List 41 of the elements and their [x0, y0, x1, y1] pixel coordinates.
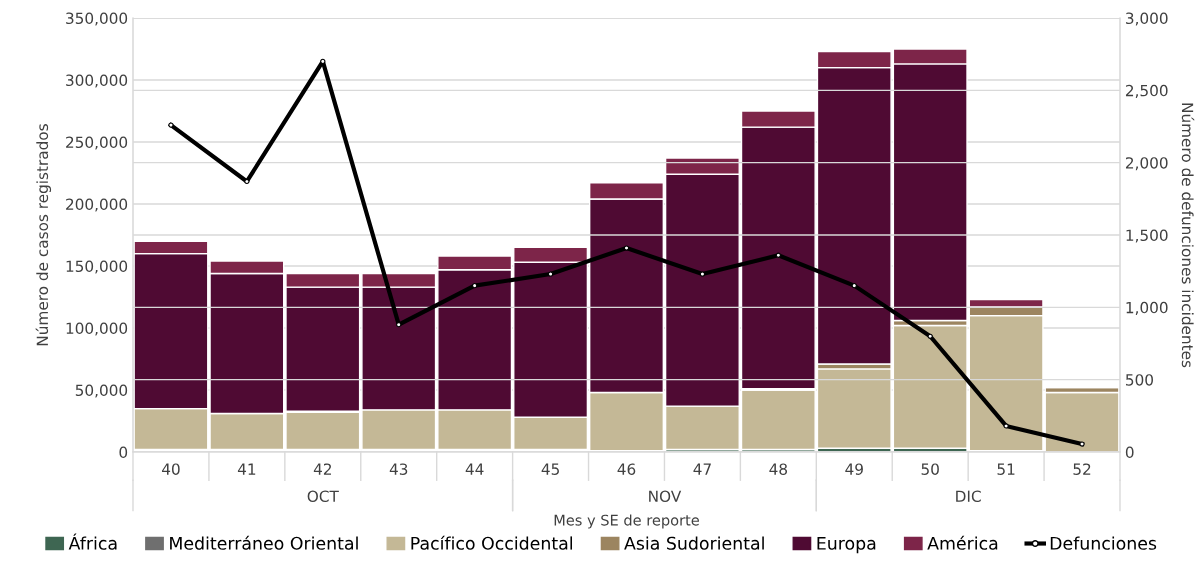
- x-tick-label: 43: [389, 463, 408, 475]
- x-tick-label: 47: [693, 463, 711, 475]
- legend-label: Mediterráneo Oriental: [170, 535, 358, 550]
- y-tick-label: 0: [119, 446, 128, 459]
- y2-tick-label: 1,500: [1126, 229, 1168, 243]
- y-tick-label: 300,000: [66, 74, 128, 88]
- y-tick-label: 200,000: [66, 198, 128, 212]
- legend-label: América: [927, 535, 998, 550]
- y2-tick-label: 2,000: [1125, 157, 1168, 171]
- legend-label: Europa: [817, 536, 876, 554]
- x-tick-label: 44: [465, 463, 484, 475]
- x-tick-label: 40: [161, 463, 180, 475]
- x-axis-title: Mes y SE de reporte: [554, 514, 699, 529]
- y2-axis-title: Número de defunciones incidentes: [1181, 103, 1195, 368]
- x-tick-label: 50: [921, 463, 939, 475]
- x-tick-label: 42: [313, 463, 331, 475]
- y-tick-label: 100,000: [66, 322, 128, 336]
- legend-label: África: [68, 533, 117, 550]
- y-tick-label: 50,000: [75, 384, 128, 398]
- y-axis-title: Número de casos registrados: [35, 124, 52, 346]
- text: DIC: [956, 490, 981, 502]
- x-tick-label: 51: [997, 463, 1015, 475]
- y-tick-label: 250,000: [66, 136, 128, 150]
- legend-label: Pacífico Occidental: [411, 535, 573, 550]
- x-tick-label: 48: [769, 463, 788, 475]
- y2-tick-label: 0: [1125, 446, 1134, 459]
- y-tick-label: 150,000: [66, 260, 128, 274]
- y2-tick-label: 2,500: [1125, 84, 1168, 98]
- text: OCT: [307, 490, 339, 502]
- y-tick-label: 350,000: [66, 12, 128, 26]
- legend-label: Defunciones: [1050, 536, 1157, 550]
- y2-tick-label: 1,000: [1126, 301, 1168, 315]
- x-tick-label: 49: [845, 463, 863, 475]
- text: NOV: [649, 490, 682, 502]
- y2-tick-label: 3,000: [1126, 12, 1168, 26]
- x-tick-label: 52: [1073, 463, 1091, 475]
- x-tick-label: 46: [617, 463, 636, 475]
- x-tick-label: 45: [541, 463, 559, 475]
- legend-label: Asia Sudoriental: [624, 536, 764, 550]
- x-tick-label: 41: [237, 463, 256, 475]
- y2-tick-label: 500: [1126, 374, 1154, 386]
